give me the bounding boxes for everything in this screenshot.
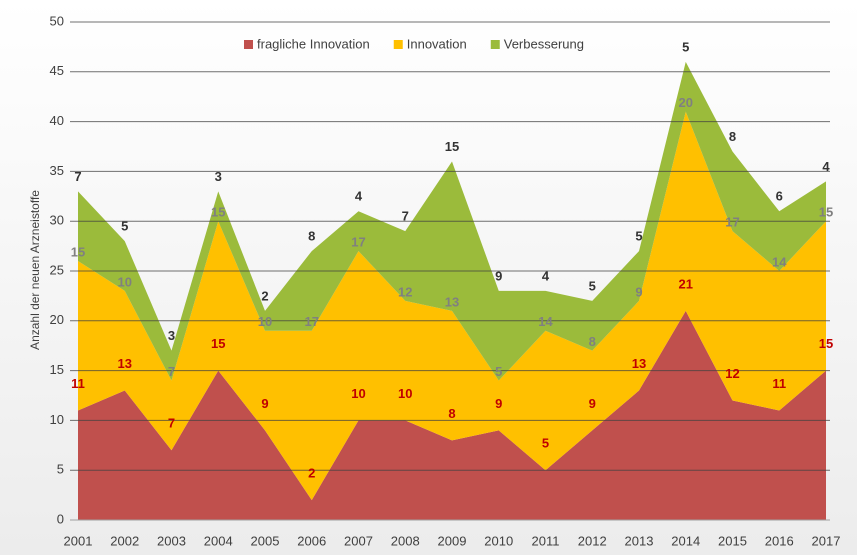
y-tick-label: 30 <box>50 213 64 228</box>
data-label: 8 <box>308 229 315 244</box>
data-label: 7 <box>168 416 175 431</box>
data-label: 17 <box>351 235 365 250</box>
data-label: 14 <box>772 254 787 269</box>
legend-swatch <box>490 40 500 49</box>
data-label: 4 <box>355 189 363 204</box>
data-label: 5 <box>121 219 128 234</box>
data-label: 15 <box>445 139 459 154</box>
data-label: 10 <box>258 314 272 329</box>
data-label: 4 <box>822 159 830 174</box>
data-label: 3 <box>168 328 175 343</box>
data-label: 10 <box>398 386 412 401</box>
data-label: 8 <box>589 334 596 349</box>
data-label: 2 <box>261 288 268 303</box>
data-label: 5 <box>682 39 689 54</box>
area <box>78 310 826 520</box>
x-tick-label: 2014 <box>671 533 700 548</box>
legend-swatch <box>244 40 253 49</box>
data-label: 20 <box>679 95 693 110</box>
data-label: 15 <box>819 336 833 351</box>
data-label: 5 <box>495 364 502 379</box>
data-label: 7 <box>74 169 81 184</box>
data-label: 8 <box>448 406 455 421</box>
y-axis-label: Anzahl der neuen Arzneistoffe <box>28 190 42 350</box>
data-label: 7 <box>168 364 175 379</box>
data-label: 4 <box>542 268 550 283</box>
data-label: 10 <box>351 386 365 401</box>
legend-label: Innovation <box>407 36 467 51</box>
data-label: 9 <box>495 396 502 411</box>
y-tick-label: 40 <box>50 113 64 128</box>
x-tick-label: 2012 <box>578 533 607 548</box>
data-label: 12 <box>725 366 739 381</box>
x-tick-label: 2006 <box>297 533 326 548</box>
data-label: 15 <box>211 205 225 220</box>
y-tick-label: 35 <box>50 163 64 178</box>
data-label: 3 <box>215 169 222 184</box>
data-label: 2 <box>308 466 315 481</box>
x-tick-label: 2013 <box>625 533 654 548</box>
area <box>78 111 826 501</box>
y-tick-label: 5 <box>57 462 64 477</box>
x-tick-label: 2015 <box>718 533 747 548</box>
data-label: 5 <box>542 436 549 451</box>
data-label: 8 <box>729 129 736 144</box>
data-label: 11 <box>71 376 85 391</box>
x-tick-label: 2003 <box>157 533 186 548</box>
data-label: 13 <box>632 356 646 371</box>
x-tick-label: 2011 <box>532 533 560 548</box>
data-label: 15 <box>819 205 833 220</box>
data-label: 10 <box>118 274 132 289</box>
data-label: 5 <box>589 278 596 293</box>
y-tick-label: 25 <box>50 262 64 277</box>
data-label: 17 <box>305 314 319 329</box>
data-label: 11 <box>772 376 786 391</box>
data-label: 9 <box>261 396 268 411</box>
data-label: 15 <box>71 244 85 259</box>
x-tick-label: 2009 <box>438 533 467 548</box>
legend-label: Verbesserung <box>504 36 584 51</box>
data-label: 5 <box>635 229 642 244</box>
data-label: 15 <box>211 336 225 351</box>
y-tick-label: 0 <box>57 511 64 526</box>
legend-label: fragliche Innovation <box>257 36 370 51</box>
data-label: 9 <box>589 396 596 411</box>
data-label: 12 <box>398 284 412 299</box>
x-tick-label: 2010 <box>484 533 513 548</box>
y-tick-label: 50 <box>50 13 64 28</box>
data-label: 7 <box>402 209 409 224</box>
x-tick-label: 2002 <box>110 533 139 548</box>
x-tick-label: 2007 <box>344 533 373 548</box>
data-label: 9 <box>635 284 642 299</box>
x-tick-label: 2005 <box>251 533 280 548</box>
x-tick-label: 2004 <box>204 533 233 548</box>
x-tick-label: 2001 <box>64 533 93 548</box>
data-label: 9 <box>495 268 502 283</box>
y-tick-label: 15 <box>50 362 64 377</box>
legend-swatch <box>393 40 403 49</box>
data-label: 6 <box>776 189 783 204</box>
y-tick-label: 45 <box>50 63 64 78</box>
data-label: 14 <box>538 314 553 329</box>
x-tick-label: 2016 <box>765 533 794 548</box>
data-label: 17 <box>725 215 739 230</box>
data-label: 21 <box>679 276 693 291</box>
y-tick-label: 10 <box>50 412 64 427</box>
y-tick-label: 20 <box>50 312 64 327</box>
x-tick-label: 2008 <box>391 533 420 548</box>
data-label: 13 <box>118 356 132 371</box>
x-tick-label: 2017 <box>812 533 841 548</box>
data-label: 13 <box>445 294 459 309</box>
